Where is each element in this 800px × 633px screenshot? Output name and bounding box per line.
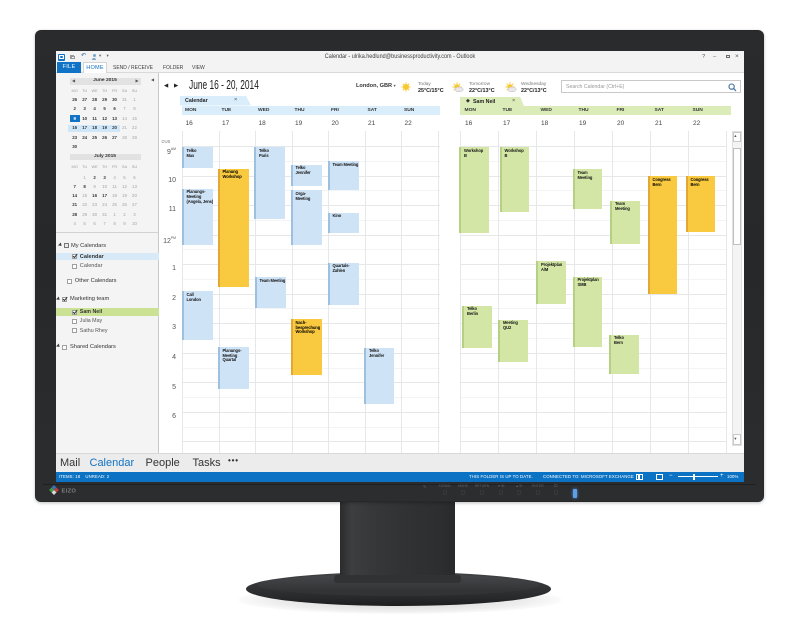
svg-text:EIZO: EIZO [62, 488, 77, 494]
